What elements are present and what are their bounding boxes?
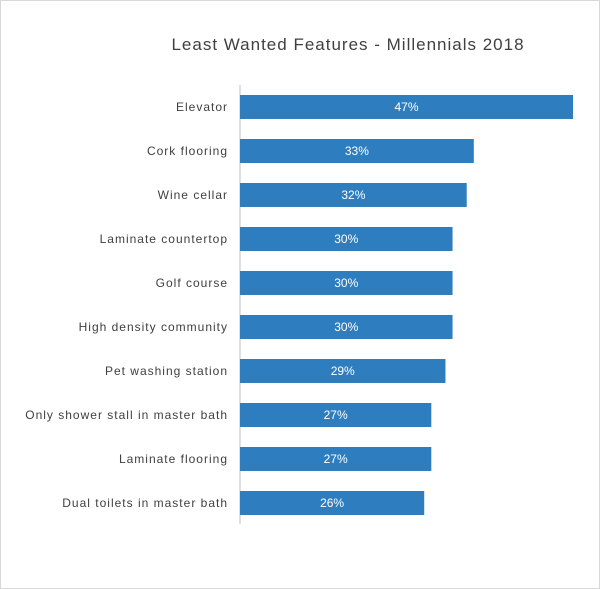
- bar-8: [240, 403, 432, 427]
- value-label-6: 30%: [334, 320, 358, 334]
- category-label-1: Elevator: [176, 100, 228, 114]
- bar-5: [240, 271, 453, 295]
- value-label-4: 30%: [334, 232, 358, 246]
- bar-4: [240, 227, 453, 251]
- value-label-5: 30%: [334, 276, 358, 290]
- bar-6: [240, 315, 453, 339]
- chart-title: Least Wanted Features - Millennials 2018: [171, 35, 524, 54]
- value-label-2: 33%: [345, 144, 369, 158]
- category-label-7: Pet washing station: [105, 364, 228, 378]
- category-label-9: Laminate flooring: [119, 452, 228, 466]
- value-label-10: 26%: [320, 496, 344, 510]
- category-label-10: Dual toilets in master bath: [62, 496, 228, 510]
- category-label-6: High density community: [79, 320, 228, 334]
- category-label-8: Only shower stall in master bath: [25, 408, 228, 422]
- value-label-1: 47%: [394, 100, 418, 114]
- category-label-3: Wine cellar: [158, 188, 228, 202]
- bar-1: [240, 95, 573, 119]
- bar-10: [240, 491, 425, 515]
- bar-2: [240, 139, 474, 163]
- category-label-2: Cork flooring: [147, 144, 228, 158]
- bar-3: [240, 183, 467, 207]
- bars-group: [240, 95, 573, 515]
- category-label-4: Laminate countertop: [100, 232, 228, 246]
- value-label-8: 27%: [324, 408, 348, 422]
- value-label-3: 32%: [341, 188, 365, 202]
- category-label-5: Golf course: [156, 276, 228, 290]
- category-labels-group: Elevator Cork flooring Wine cellar Laminate…: [25, 100, 228, 510]
- value-labels-group: 47% 33% 32% 30% 30% 30% 29% 27% 27% 26%: [320, 100, 419, 510]
- bar-7: [240, 359, 446, 383]
- value-label-7: 29%: [331, 364, 355, 378]
- bar-9: [240, 447, 432, 471]
- value-label-9: 27%: [324, 452, 348, 466]
